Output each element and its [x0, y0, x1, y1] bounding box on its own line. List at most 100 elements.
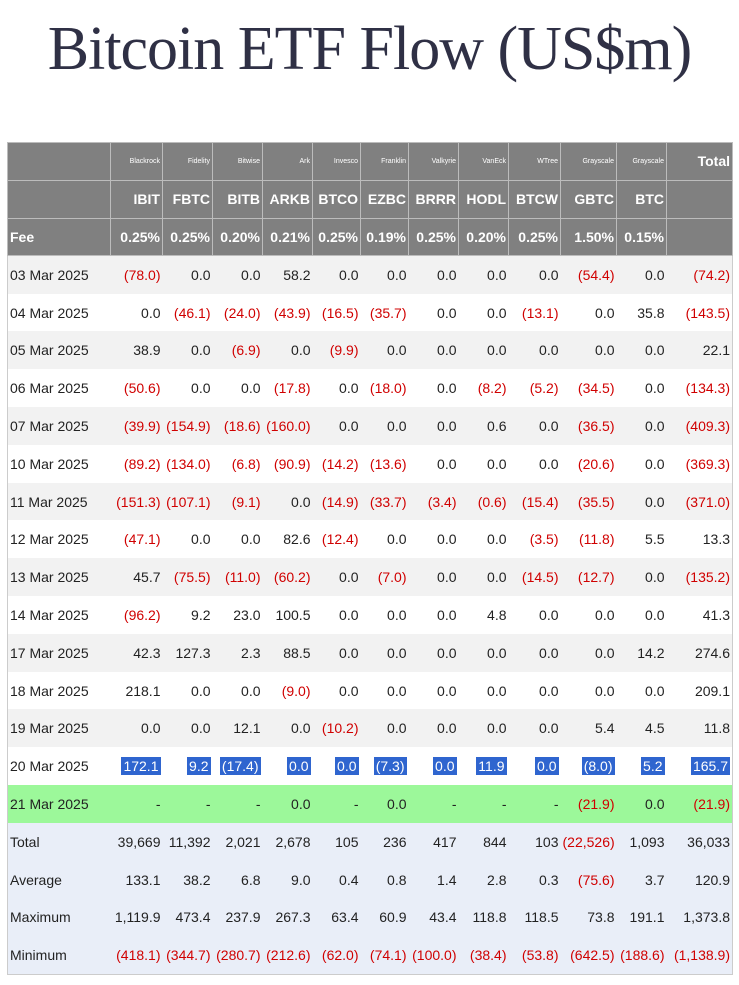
- value-cell: 0.0: [458, 255, 509, 294]
- row-label: Minimum: [7, 936, 111, 975]
- value: (12.7): [577, 569, 615, 586]
- value: 0.0: [241, 267, 261, 284]
- value-cell: 0.8: [360, 860, 409, 899]
- value-cell: 0.3: [508, 860, 561, 899]
- value-cell: 0.0: [616, 482, 667, 521]
- value: 0.0: [539, 682, 559, 699]
- value: 0.0: [387, 267, 407, 284]
- issuer-name: VanEck: [458, 142, 509, 181]
- value: (50.6): [123, 380, 161, 397]
- value-cell: 63.4: [312, 898, 361, 937]
- value: 0.0: [339, 267, 359, 284]
- value-cell: (9.1): [212, 482, 263, 521]
- value: 0.0: [487, 720, 507, 737]
- value-cell: (60.2): [262, 558, 313, 597]
- value: 0.0: [535, 757, 559, 776]
- issuer-name: Fidelity: [162, 142, 213, 181]
- value-cell: (74.2): [666, 255, 733, 294]
- value: (78.0): [123, 267, 161, 284]
- value-cell: 0.0: [458, 331, 509, 370]
- row-label: 17 Mar 2025: [7, 633, 111, 672]
- header-cell: [666, 179, 733, 219]
- value: 1.4: [437, 871, 457, 888]
- value: 191.1: [629, 909, 665, 926]
- value-cell: 0.0: [408, 558, 459, 597]
- value-cell: 0.0: [162, 709, 213, 748]
- value: 0.0: [487, 342, 507, 359]
- value-cell: 0.0: [508, 407, 561, 445]
- value: (7.3): [373, 757, 407, 776]
- value-cell: 0.0: [616, 596, 667, 634]
- value-cell: 0.0: [212, 671, 263, 710]
- flow-row: 19 Mar 2025 0.0 0.0 12.1 0.0 (10.2) 0.0 0.0 0.0 0…: [7, 709, 733, 748]
- value-cell: 0.0: [162, 331, 213, 370]
- value: 43.4: [429, 909, 457, 926]
- value-cell: 120.9: [666, 860, 733, 899]
- value: (20.6): [577, 455, 615, 472]
- value: (89.2): [123, 455, 161, 472]
- value: (6.8): [231, 455, 261, 472]
- value: 73.8: [587, 909, 615, 926]
- value-cell: 2.3: [212, 633, 263, 672]
- value: 38.9: [133, 342, 161, 359]
- value: 0.0: [539, 720, 559, 737]
- value: 35.8: [637, 304, 665, 321]
- fee: 0.25%: [162, 217, 213, 257]
- value: 63.4: [331, 909, 359, 926]
- value-cell: 191.1: [616, 898, 667, 937]
- value-cell: (1,138.9): [666, 936, 733, 975]
- value-cell: 6.8: [212, 860, 263, 899]
- value-cell: 118.8: [458, 898, 509, 937]
- value: (280.7): [216, 946, 261, 963]
- value: 0.0: [645, 493, 665, 510]
- value-cell: 0.0: [312, 671, 361, 710]
- value: (9.9): [329, 342, 359, 359]
- value: 0.0: [437, 455, 457, 472]
- value-cell: 0.0: [616, 444, 667, 483]
- value-cell: 0.0: [360, 331, 409, 370]
- value-cell: (6.9): [212, 331, 263, 370]
- issuer-name: Valkyrie: [408, 142, 459, 181]
- value-cell: 1,093: [616, 822, 667, 861]
- value-cell: 844: [458, 822, 509, 861]
- value: 0.0: [387, 795, 407, 812]
- value-cell: (8.2): [458, 369, 509, 408]
- value: (135.2): [685, 569, 730, 586]
- value: 0.0: [437, 606, 457, 623]
- value-cell: 0.0: [262, 482, 313, 521]
- ticker: GBTC: [560, 179, 617, 219]
- value: 0.0: [191, 342, 211, 359]
- value-cell: 0.0: [508, 747, 561, 786]
- value-cell: (14.5): [508, 558, 561, 597]
- value: 0.0: [437, 304, 457, 321]
- value-cell: 9.2: [162, 747, 213, 786]
- value: 1,119.9: [114, 909, 161, 926]
- value: 0.0: [645, 795, 665, 812]
- row-label: 20 Mar 2025: [7, 747, 111, 786]
- value: 11,392: [168, 833, 211, 850]
- flow-row: 18 Mar 2025 218.1 0.0 0.0 (9.0) 0.0 0.0 0.0 0.0 0…: [7, 671, 733, 710]
- value: 0.0: [387, 644, 407, 661]
- value-cell: -: [508, 785, 561, 823]
- value-cell: 0.0: [508, 444, 561, 483]
- value: 172.1: [121, 757, 161, 776]
- value: 237.9: [225, 909, 261, 926]
- value-cell: 0.0: [560, 596, 617, 634]
- value: (14.5): [521, 569, 559, 586]
- issuer-name: Franklin: [360, 142, 409, 181]
- value-cell: (34.5): [560, 369, 617, 408]
- value-cell: 0.0: [408, 444, 459, 483]
- value-cell: (78.0): [110, 255, 163, 294]
- value-cell: 0.0: [360, 785, 409, 823]
- value: 11.9: [476, 757, 507, 776]
- value: 42.3: [133, 644, 161, 661]
- value-cell: 0.0: [408, 520, 459, 559]
- value: 0.0: [487, 455, 507, 472]
- value-cell: 9.2: [162, 596, 213, 634]
- value: (10.2): [321, 720, 359, 737]
- value: (34.5): [577, 380, 615, 397]
- value: (16.5): [321, 304, 359, 321]
- value-cell: 0.0: [458, 444, 509, 483]
- fee: 0.15%: [616, 217, 667, 257]
- value: 0.0: [141, 304, 161, 321]
